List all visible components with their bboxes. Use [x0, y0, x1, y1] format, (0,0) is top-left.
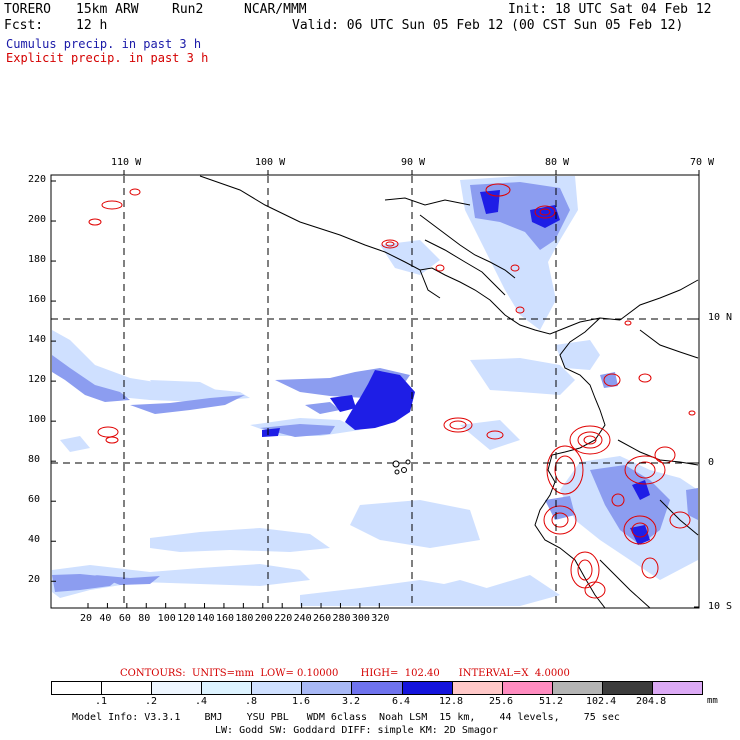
- x-tick-label: 40: [99, 613, 112, 624]
- y-tick-label: 220: [28, 174, 47, 185]
- lon-label-100w: 100 W: [255, 157, 286, 168]
- model-info: Model Info: V3.3.1 BMJ YSU PBL WDM 6clas…: [72, 712, 620, 723]
- x-tick-label: 20: [80, 613, 93, 624]
- lat-label-10s: 10 S: [708, 601, 733, 612]
- lon-label-70w: 70 W: [690, 157, 715, 168]
- colorbar-swatch: [352, 682, 403, 694]
- x-tick-label: 80: [138, 613, 151, 624]
- x-tick-label: 300: [351, 613, 370, 624]
- colorbar-label: 1.6: [292, 696, 311, 707]
- islands: [392, 459, 411, 475]
- explicit-field-title: Explicit precip. in past 3 h: [6, 51, 209, 65]
- colorbar-label: .2: [145, 696, 158, 707]
- y-tick-label: 60: [28, 494, 41, 506]
- colorbar-swatch: [402, 682, 453, 694]
- grid-resolution: 15km ARW: [76, 2, 139, 17]
- org-name: NCAR/MMM: [244, 2, 307, 17]
- colorbar-swatch: [602, 682, 653, 694]
- x-tick-label: 240: [293, 613, 312, 624]
- cumulus-dark-areas: [262, 190, 650, 545]
- lon-label-110w: 110 W: [111, 157, 142, 168]
- colorbar-label: 51.2: [539, 696, 564, 707]
- colorbar-swatch: [152, 682, 203, 694]
- colorbar-swatch: [502, 682, 553, 694]
- colorbar-swatch: [452, 682, 503, 694]
- colorbar-label: 204.8: [636, 696, 667, 707]
- contours-info: CONTOURS: UNITS=mm LOW= 0.10000 HIGH= 10…: [120, 668, 570, 679]
- x-tick-label: 100: [157, 613, 176, 624]
- y-tick-label: 140: [28, 334, 47, 346]
- x-tick-label: 180: [235, 613, 254, 624]
- y-tick-label: 100: [28, 414, 47, 426]
- map-frame: [50, 174, 700, 609]
- x-tick-label: 280: [332, 613, 351, 624]
- colorbar-unit: mm: [707, 696, 718, 706]
- colorbar-swatch: [102, 682, 153, 694]
- x-tick-label: 60: [118, 613, 131, 624]
- colorbar-swatch: [52, 682, 103, 694]
- x-tick-label: 220: [274, 613, 293, 624]
- colorbar-label: 25.6: [489, 696, 514, 707]
- lat-label-0: 0: [708, 457, 715, 468]
- cumulus-field-title: Cumulus precip. in past 3 h: [6, 37, 202, 51]
- y-tick-label: 180: [28, 254, 47, 266]
- coastlines: [199, 175, 699, 608]
- explicit-contours: [88, 183, 696, 599]
- x-tick-label: 200: [254, 613, 273, 624]
- graticule: [51, 176, 699, 608]
- colorbar-swatch: [652, 682, 703, 694]
- y-tick-label: 200: [28, 214, 47, 226]
- x-tick-label: 160: [215, 613, 234, 624]
- y-tick-label: 160: [28, 294, 47, 306]
- valid-time: Valid: 06 UTC Sun 05 Feb 12 (00 CST Sun …: [292, 18, 684, 33]
- lat-label-10n: 10 N: [708, 312, 733, 323]
- forecast-label: Fcst:: [4, 18, 44, 33]
- colorbar-swatch: [202, 682, 253, 694]
- x-tick-label: 120: [177, 613, 196, 624]
- colorbar-swatch: [552, 682, 603, 694]
- precip-shading: [52, 176, 698, 606]
- init-time: Init: 18 UTC Sat 04 Feb 12: [508, 2, 712, 17]
- colorbar-label: .4: [195, 696, 208, 707]
- colorbar: [51, 681, 703, 695]
- model-physics: LW: Godd SW: Goddard DIFF: simple KM: 2D…: [215, 725, 498, 736]
- y-tick-label: 20: [28, 574, 41, 586]
- colorbar-label: .1: [95, 696, 108, 707]
- lon-label-80w: 80 W: [545, 157, 570, 168]
- colorbar-swatch: [302, 682, 353, 694]
- forecast-hours: 12 h: [76, 18, 108, 33]
- x-tick-label: 140: [196, 613, 215, 624]
- colorbar-label: .8: [245, 696, 258, 707]
- y-tick-label: 80: [28, 454, 41, 466]
- model-name: TORERO: [4, 2, 51, 17]
- colorbar-label: 102.4: [586, 696, 617, 707]
- colorbar-label: 12.8: [439, 696, 464, 707]
- colorbar-swatch: [252, 682, 303, 694]
- run-name: Run2: [172, 2, 204, 17]
- x-tick-label: 260: [313, 613, 332, 624]
- colorbar-label: 3.2: [342, 696, 361, 707]
- lon-label-90w: 90 W: [401, 157, 426, 168]
- y-tick-label: 120: [28, 374, 47, 386]
- colorbar-label: 6.4: [392, 696, 411, 707]
- y-tick-label: 40: [28, 534, 41, 546]
- x-tick-label: 320: [371, 613, 390, 624]
- axis-ticks: [51, 170, 700, 608]
